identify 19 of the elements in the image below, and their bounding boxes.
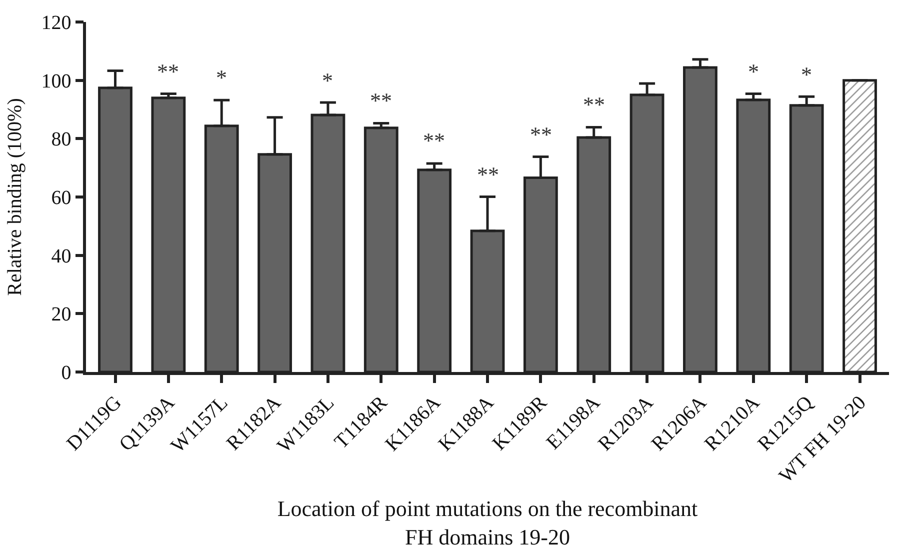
- y-tick-label: 120: [41, 12, 72, 34]
- data-label: *: [216, 65, 227, 90]
- y-tick-label: 80: [51, 128, 72, 151]
- data-label: *: [801, 62, 812, 87]
- data-label: **: [583, 92, 605, 117]
- data-label: **: [423, 128, 445, 153]
- data-label: **: [530, 122, 552, 147]
- y-tick-label: 40: [51, 245, 72, 268]
- data-label: **: [370, 88, 392, 113]
- y-tick-label: 0: [61, 362, 72, 384]
- y-axis-title: Relative binding (100%): [4, 98, 26, 296]
- y-tick-label: 20: [51, 304, 72, 326]
- data-label: **: [477, 162, 499, 187]
- data-label: *: [322, 68, 333, 93]
- y-tick-label: 100: [41, 70, 72, 92]
- y-tick-label: 60: [51, 187, 72, 209]
- data-label: *: [748, 59, 759, 84]
- x-axis-title: Location of point mutations on the recombinant FH domains 19-20: [277, 496, 698, 550]
- data-label: **: [157, 59, 179, 84]
